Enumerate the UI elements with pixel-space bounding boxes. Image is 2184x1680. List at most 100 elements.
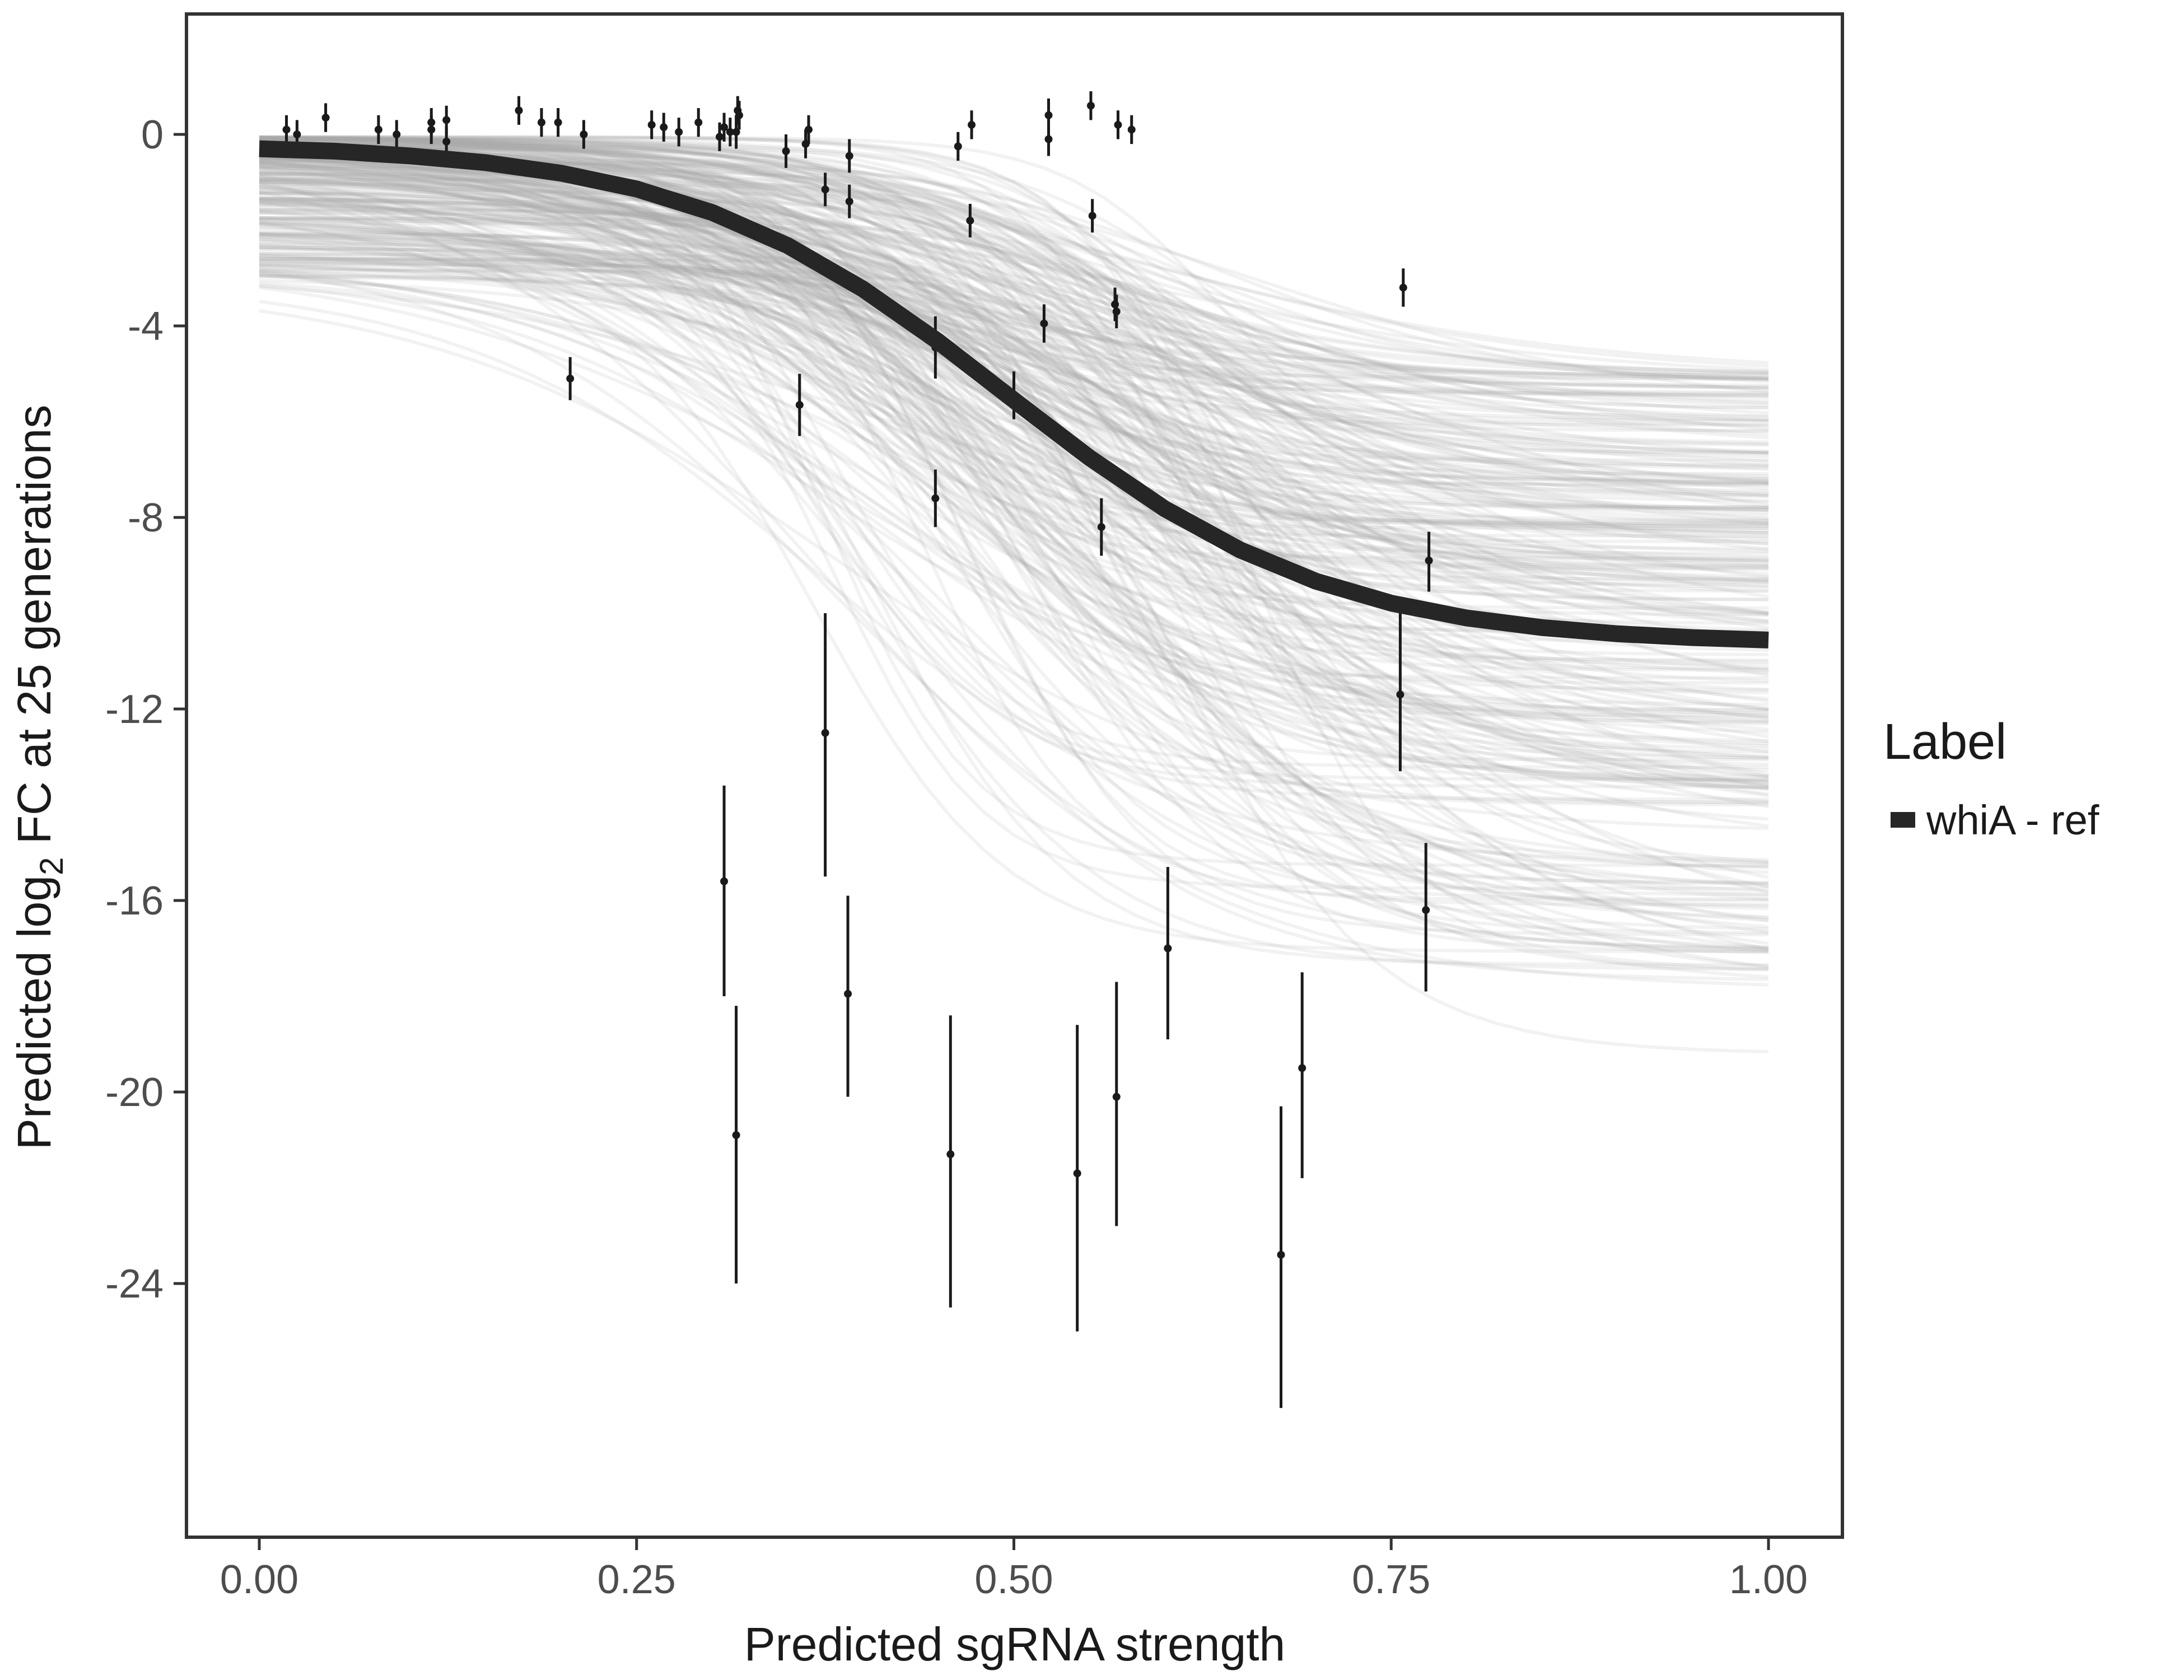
posterior-draw-curve <box>259 139 1769 645</box>
posterior-draw-curve <box>259 225 1769 570</box>
posterior-draw-curve <box>259 136 1769 720</box>
posterior-draw-curve <box>259 180 1769 949</box>
posterior-draw-curve <box>259 217 1769 935</box>
posterior-draw-curve <box>259 174 1769 632</box>
posterior-draw-curve <box>259 151 1769 703</box>
posterior-draw-curve <box>259 141 1769 503</box>
posterior-draw-curve <box>259 234 1769 397</box>
posterior-draw-curve <box>259 142 1769 601</box>
x-tick-label: 0.75 <box>1352 1557 1430 1602</box>
posterior-draw-curve <box>259 202 1769 712</box>
data-point <box>442 137 451 146</box>
legend-label-whia-ref: whiA - ref <box>1926 797 2099 843</box>
posterior-draw-curve <box>259 273 1769 485</box>
data-point <box>821 185 829 194</box>
posterior-draw-curve <box>259 143 1769 945</box>
posterior-draw-curve <box>259 201 1769 760</box>
y-tick-label: -24 <box>105 1262 164 1306</box>
data-point <box>1112 307 1121 316</box>
posterior-draw-curve <box>259 220 1769 772</box>
posterior-draw-curve <box>259 136 1769 936</box>
posterior-draw-curve <box>259 254 1769 784</box>
posterior-draw-curve <box>259 136 1769 787</box>
data-point <box>1088 212 1096 220</box>
posterior-draw-curve <box>259 139 1769 685</box>
posterior-draw-curve <box>259 144 1769 394</box>
posterior-draw-curve <box>259 233 1769 642</box>
posterior-draw-curve <box>259 137 1769 711</box>
data-point <box>1044 135 1053 143</box>
posterior-draw-curve <box>259 161 1769 567</box>
data-point <box>844 990 852 998</box>
posterior-draw-curve <box>259 283 1769 707</box>
posterior-draw-curve <box>259 145 1769 447</box>
posterior-draw-curve <box>259 178 1769 422</box>
x-tick-label: 0.00 <box>220 1557 298 1602</box>
posterior-draw-curve <box>259 216 1769 422</box>
posterior-draw-curve <box>259 138 1769 776</box>
data-point <box>1097 523 1105 531</box>
posterior-draw-curve <box>259 237 1768 788</box>
posterior-draw-curve <box>259 265 1769 398</box>
posterior-draw-curve <box>259 198 1769 545</box>
posterior-draw-curve <box>259 183 1769 979</box>
data-point <box>966 216 974 225</box>
posterior-draw-curve <box>259 220 1769 778</box>
posterior-draw-curve <box>259 157 1768 781</box>
posterior-draw-curve <box>259 274 1769 723</box>
posterior-draw-curve <box>259 136 1769 485</box>
posterior-draw-curve <box>259 309 1769 830</box>
posterior-draw-curve <box>259 142 1769 455</box>
posterior-draw-curve <box>259 136 1768 769</box>
posterior-draw-curve <box>259 218 1769 862</box>
y-axis-title: Predicted log2 FC at 25 generations <box>8 405 70 1150</box>
y-tick-label: -8 <box>128 496 164 540</box>
data-point <box>1422 906 1430 914</box>
data-point <box>732 1131 740 1139</box>
posterior-draw-curve <box>259 148 1769 423</box>
posterior-draw-curve <box>259 237 1769 581</box>
data-point <box>537 118 545 127</box>
posterior-draw-curve <box>259 221 1769 377</box>
posterior-draw-curve <box>259 137 1769 410</box>
posterior-draw-curve <box>259 256 1769 387</box>
posterior-draw-curve <box>259 263 1769 969</box>
posterior-draw-curve <box>259 236 1769 468</box>
posterior-draw-curve <box>259 218 1769 720</box>
posterior-draw-curve <box>259 179 1769 662</box>
posterior-draw-curve <box>259 155 1769 726</box>
posterior-draw-curve <box>259 183 1769 866</box>
posterior-draw-curve <box>259 180 1769 670</box>
posterior-draw-curve <box>259 179 1769 931</box>
data-point <box>1040 319 1048 328</box>
posterior-draw-curve <box>259 180 1769 987</box>
posterior-draw-curve <box>259 161 1769 576</box>
posterior-draw-curve <box>259 137 1768 475</box>
data-point <box>720 877 729 885</box>
posterior-draw-curve <box>259 171 1769 375</box>
posterior-draw-curve <box>259 136 1768 867</box>
posterior-draw-curve <box>259 177 1769 967</box>
data-point <box>374 125 382 134</box>
posterior-draw-curve <box>259 209 1769 553</box>
posterior-draw-curve <box>259 251 1769 505</box>
data-point <box>735 111 744 119</box>
posterior-draw-curve <box>259 210 1769 652</box>
posterior-draw-curve <box>259 197 1769 711</box>
posterior-draw-curve <box>259 138 1769 893</box>
data-point <box>795 401 804 409</box>
posterior-draw-curve <box>259 137 1769 579</box>
posterior-draw-curve <box>259 165 1769 483</box>
data-point <box>821 729 829 737</box>
posterior-draw-curve <box>259 142 1769 409</box>
data-point <box>931 494 940 502</box>
data-point <box>732 128 740 136</box>
posterior-draw-curve <box>259 252 1769 444</box>
posterior-draw-curve <box>259 185 1769 786</box>
posterior-draw-curve <box>259 197 1769 514</box>
posterior-draw-curve <box>259 139 1769 670</box>
data-point <box>675 128 683 136</box>
posterior-draw-curve <box>259 251 1769 901</box>
posterior-draw-curve <box>259 199 1769 760</box>
posterior-draw-curve <box>259 190 1769 790</box>
